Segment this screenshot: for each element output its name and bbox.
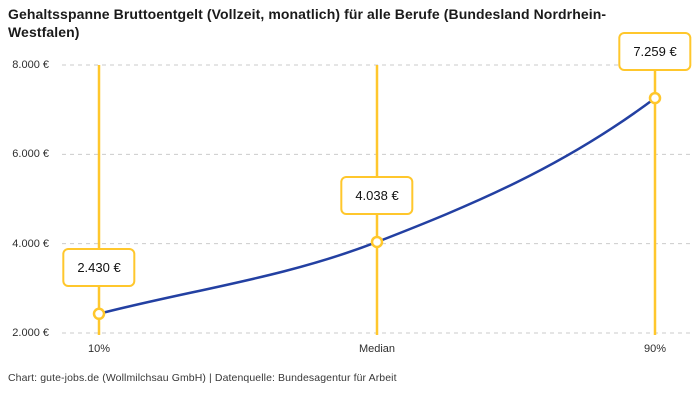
x-axis-category-label: 90% [643,343,667,355]
y-axis-tick-label: 2.000 € [12,327,49,339]
value-label-box: 2.430 € [62,247,136,287]
data-point-marker [370,235,384,249]
y-axis-tick-label: 4.000 € [12,237,49,250]
y-axis-tick-label: 8.000 € [12,59,49,71]
value-label-box: 4.038 € [340,175,414,215]
chart-footer: Chart: gute-jobs.de (Wollmilchsau GmbH) … [8,372,397,384]
value-label-box: 7.259 € [618,32,692,72]
data-point-marker [92,307,106,321]
x-axis-category-label: Median [358,343,396,355]
chart-title: Gehaltsspanne Bruttoentgelt (Vollzeit, m… [8,6,607,41]
y-axis-tick-label: 6.000 € [12,148,49,161]
x-axis-category-label: 10% [87,343,111,355]
data-point-marker [648,91,662,105]
